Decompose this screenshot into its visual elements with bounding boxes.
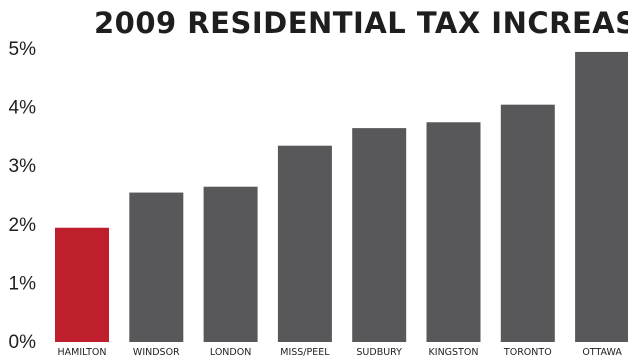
bar-kingston bbox=[426, 122, 481, 342]
chart-title: 2009 RESIDENTIAL TAX INCREASE bbox=[94, 6, 628, 40]
bars bbox=[55, 51, 628, 343]
y-tick-label: 2% bbox=[9, 215, 37, 236]
bar-toronto bbox=[500, 104, 555, 342]
bar-windsor bbox=[129, 192, 184, 342]
y-tick-label: 4% bbox=[9, 98, 37, 119]
bar-hamilton bbox=[55, 227, 109, 342]
x-tick-label-kingston: KINGSTON bbox=[429, 347, 479, 358]
y-tick-label: 3% bbox=[9, 156, 37, 177]
x-tick-label-london: LONDON bbox=[210, 347, 251, 358]
bar-miss-peel bbox=[277, 145, 332, 342]
x-tick-label-sudbury: SUDBURY bbox=[356, 347, 402, 358]
bar-ottawa bbox=[575, 51, 628, 343]
y-axis-tick-labels: 0% 1% 2% 3% 4% 5% bbox=[9, 39, 37, 353]
x-tick-label-ottawa: OTTAWA bbox=[582, 347, 622, 358]
x-tick-label-hamilton: HAMILTON bbox=[57, 347, 106, 358]
x-tick-label-toronto: TORONTO bbox=[503, 347, 552, 358]
bar-sudbury bbox=[352, 128, 407, 342]
y-tick-label: 1% bbox=[9, 273, 37, 294]
y-tick-label: 0% bbox=[9, 332, 37, 353]
bar-london bbox=[203, 186, 258, 342]
x-tick-label-windsor: WINDSOR bbox=[133, 347, 180, 358]
x-tick-label-miss-peel: MISS/PEEL bbox=[280, 347, 330, 358]
y-tick-label: 5% bbox=[9, 39, 37, 60]
x-axis-category-labels: HAMILTON WINDSOR LONDON MISS/PEEL SUDBURY KIN… bbox=[57, 347, 622, 358]
